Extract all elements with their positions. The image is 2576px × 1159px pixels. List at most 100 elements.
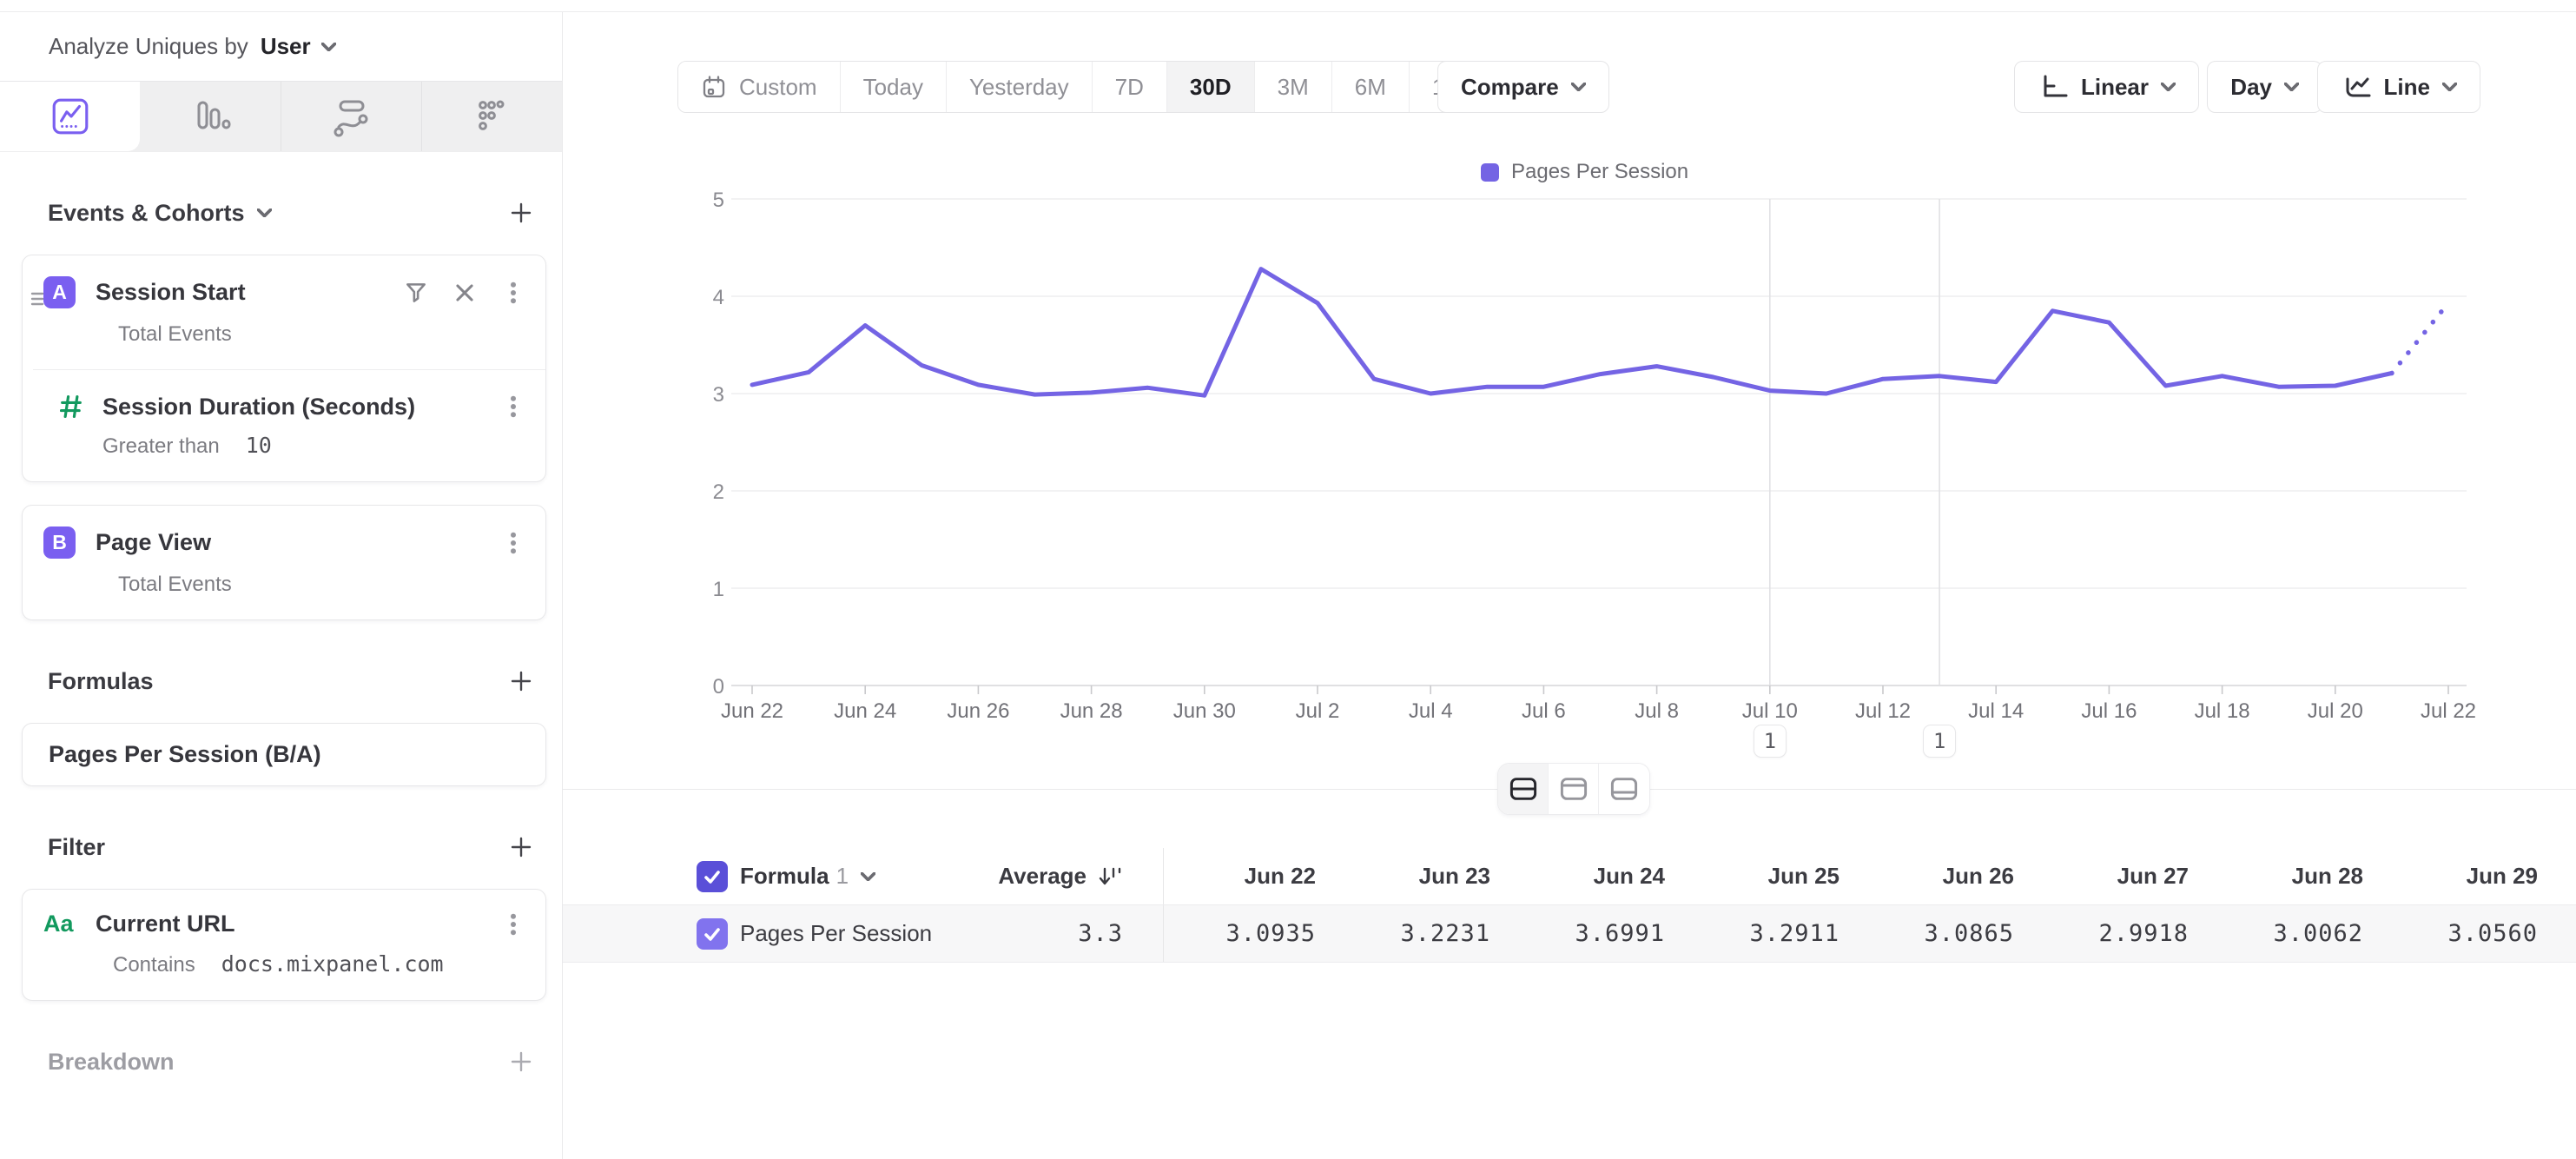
events-cohorts-title[interactable]: Events & Cohorts (48, 200, 272, 227)
filter-card-current-url[interactable]: Aa Current URL Contains docs.mixpanel.co… (22, 889, 546, 1001)
event-name[interactable]: Session Start (96, 279, 246, 305)
filter-options-button[interactable] (478, 911, 526, 937)
condition-operator[interactable]: Contains (113, 953, 195, 977)
date-column-header[interactable]: Jun 23 (1418, 863, 1490, 889)
calendar-icon (703, 76, 725, 98)
condition-value[interactable]: 10 (245, 433, 272, 458)
interval-dropdown[interactable]: Day (2207, 61, 2322, 113)
table-only-view-button[interactable] (1599, 764, 1649, 814)
table-row[interactable]: Pages Per Session 3.3 3.0935 3.2231 3.6991… (563, 905, 2576, 963)
kebab-menu-icon (511, 532, 516, 553)
date-column-header[interactable]: Jun 24 (1593, 863, 1665, 889)
remove-event-button[interactable] (429, 280, 478, 306)
line-chart-icon (2346, 77, 2371, 97)
value-cell: 2.9918 (2098, 920, 2189, 947)
svg-text:2: 2 (713, 480, 724, 504)
average-sort-header[interactable]: Average (998, 863, 1123, 890)
property-filter-session-duration[interactable]: Session Duration (Seconds) Greater than … (33, 369, 545, 481)
plus-icon (511, 202, 532, 223)
svg-text:Jul 12: Jul 12 (1855, 699, 1911, 723)
range-7d[interactable]: 7D (1092, 62, 1167, 112)
filter-header: Filter (22, 828, 546, 866)
svg-text:Jun 24: Jun 24 (834, 699, 896, 723)
compare-button[interactable]: Compare (1437, 61, 1609, 113)
range-yesterday[interactable]: Yesterday (946, 62, 1093, 112)
value-cell: 3.0865 (1924, 920, 2014, 947)
kebab-menu-icon (511, 281, 516, 303)
event-options-button[interactable] (478, 530, 526, 556)
check-icon (704, 927, 720, 941)
split-view-icon (1509, 778, 1536, 800)
event-badge-a: A (43, 276, 76, 308)
value-cell: 3.0935 (1225, 920, 1316, 947)
condition-value[interactable]: docs.mixpanel.com (221, 951, 444, 977)
range-today[interactable]: Today (840, 62, 947, 112)
date-column-header[interactable]: Jun 27 (2117, 863, 2189, 889)
top-panel-icon (1560, 778, 1587, 800)
drag-handle-icon[interactable] (30, 288, 45, 309)
date-column-header[interactable]: Jun 22 (1244, 863, 1316, 889)
svg-text:3: 3 (713, 383, 724, 407)
insights-line-chart-icon (52, 98, 88, 135)
top-divider (0, 11, 2576, 12)
date-column-header[interactable]: Jun 26 (1942, 863, 2014, 889)
date-column-header[interactable]: Jun 25 (1767, 863, 1840, 889)
property-name[interactable]: Session Duration (Seconds) (102, 393, 416, 420)
add-filter-button[interactable] (505, 831, 538, 864)
date-column-header[interactable]: Jun 29 (2466, 863, 2538, 889)
svg-text:4: 4 (713, 286, 724, 309)
formula-card[interactable]: Pages Per Session (B/A) (22, 723, 546, 786)
add-breakdown-button[interactable] (505, 1045, 538, 1078)
event-row: A Session Start (23, 255, 545, 314)
svg-text:Jul 14: Jul 14 (1968, 699, 2024, 723)
date-column-header[interactable]: Jun 28 (2291, 863, 2363, 889)
tab-bar-chart[interactable] (140, 82, 281, 151)
formula-name[interactable]: Pages Per Session (B/A) (49, 741, 321, 767)
select-all-checkbox[interactable] (697, 860, 728, 892)
events-cohorts-header: Events & Cohorts (22, 194, 546, 232)
add-event-button[interactable] (505, 196, 538, 229)
sort-descending-icon (1099, 867, 1121, 884)
range-30d[interactable]: 30D (1166, 62, 1255, 112)
series-checkbox[interactable] (697, 917, 728, 950)
property-row: Session Duration (Seconds) (33, 370, 545, 424)
event-measurement[interactable]: Total Events (118, 322, 232, 346)
chart-type-dropdown[interactable]: Line (2316, 61, 2480, 113)
chart-legend[interactable]: Pages Per Session (1481, 160, 1688, 184)
filter-condition: Contains docs.mixpanel.com (23, 943, 545, 1000)
condition-operator[interactable]: Greater than (102, 434, 220, 458)
property-options-button[interactable] (478, 394, 526, 420)
query-sections: Events & Cohorts A Session Start (0, 194, 562, 1081)
tab-insights[interactable] (0, 82, 141, 151)
svg-text:Jul 10: Jul 10 (1742, 699, 1798, 723)
range-custom[interactable]: Custom (678, 62, 841, 112)
tab-flows[interactable] (281, 82, 422, 151)
add-formula-button[interactable] (505, 665, 538, 698)
split-view-button[interactable] (1498, 764, 1549, 814)
event-options-button[interactable] (478, 280, 526, 306)
annotation-badge[interactable]: 1 (1753, 725, 1787, 758)
group-dropdown[interactable]: Formula 1 (740, 863, 849, 889)
svg-text:5: 5 (713, 189, 724, 212)
range-6m[interactable]: 6M (1331, 62, 1410, 112)
svg-text:Jul 22: Jul 22 (2421, 699, 2476, 723)
chevron-down-icon (256, 209, 272, 217)
tab-retention[interactable] (422, 82, 562, 151)
analyze-by-dropdown[interactable]: User (261, 33, 336, 60)
filter-property-name[interactable]: Current URL (96, 911, 235, 937)
formulas-header: Formulas (22, 662, 546, 700)
kebab-menu-icon (511, 395, 516, 418)
line-chart[interactable]: 0 1 2 3 4 5 Jun 22 Jun 24 Jun 26 Jun 28 Jun 30 Jul … (676, 186, 2560, 768)
scale-dropdown[interactable]: Linear (2013, 61, 2199, 113)
range-3m[interactable]: 3M (1254, 62, 1332, 112)
event-name[interactable]: Page View (96, 529, 212, 555)
event-measurement[interactable]: Total Events (118, 573, 232, 596)
event-card-page-view[interactable]: B Page View Total Events (22, 505, 546, 620)
table-row-left: Pages Per Session 3.3 (563, 905, 1164, 962)
filter-event-button[interactable] (380, 280, 429, 306)
bar-chart-icon (197, 101, 231, 129)
event-card-session-start[interactable]: A Session Start Total Events (22, 255, 546, 482)
annotation-badge[interactable]: 1 (1923, 725, 1957, 758)
chart-only-view-button[interactable] (1549, 764, 1599, 814)
